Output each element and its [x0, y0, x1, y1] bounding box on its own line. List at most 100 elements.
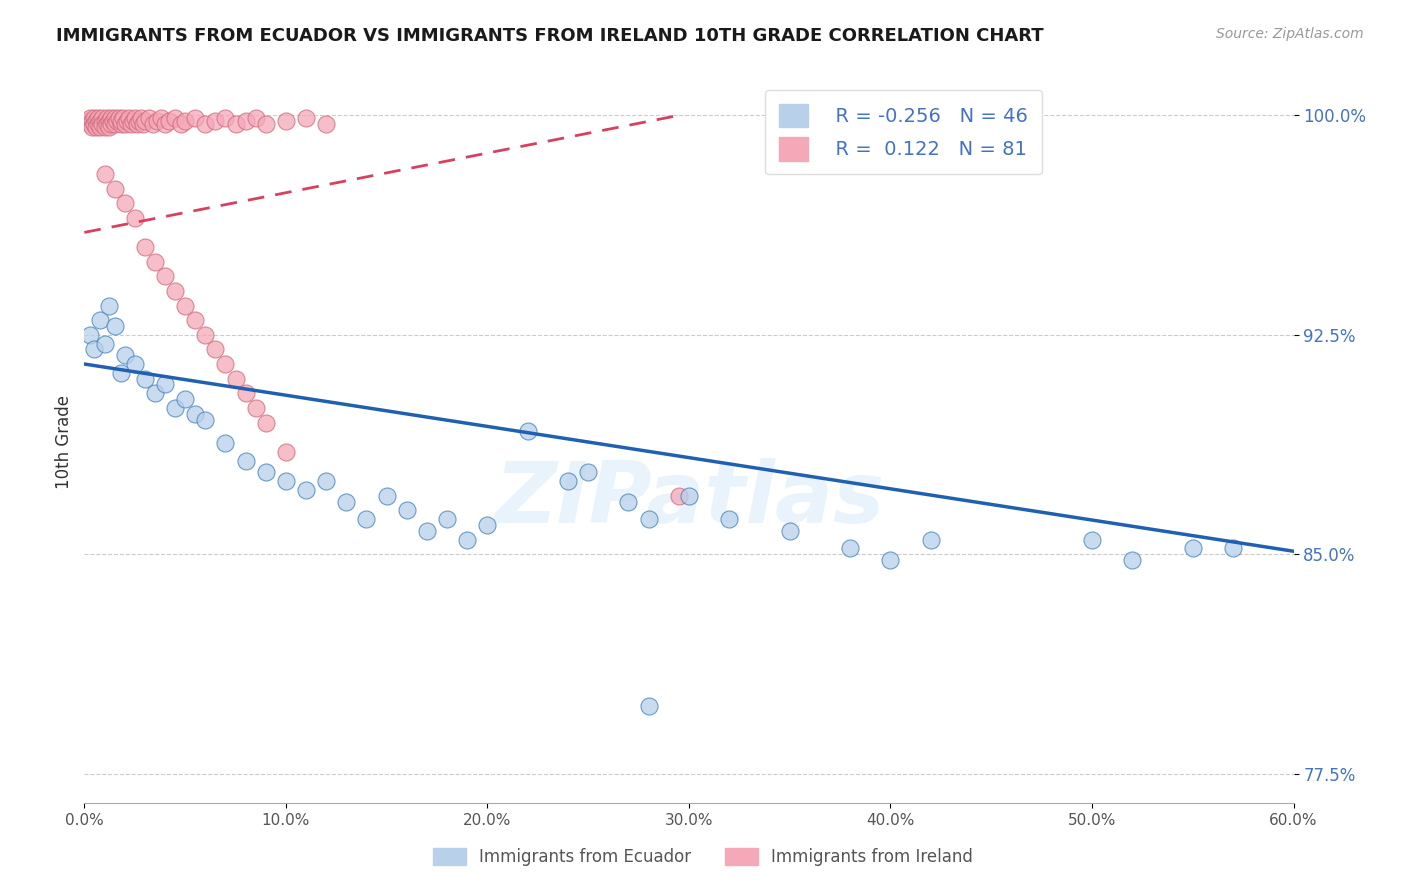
Legend:   R = -0.256   N = 46,   R =  0.122   N = 81: R = -0.256 N = 46, R = 0.122 N = 81: [765, 90, 1042, 175]
Point: [86, 114, 108, 128]
Point: [225, 117, 247, 131]
Point: [104, 181, 127, 195]
Point: [134, 240, 156, 254]
Point: [79, 117, 101, 131]
Point: [93, 167, 115, 181]
Point: [315, 117, 337, 131]
Point: [114, 348, 136, 362]
Point: [839, 541, 862, 556]
Text: ZIPatlas: ZIPatlas: [494, 458, 884, 541]
Point: [194, 117, 217, 131]
Point: [184, 313, 207, 327]
Point: [668, 489, 690, 503]
Point: [93, 114, 115, 128]
Point: [235, 453, 257, 467]
Point: [128, 114, 150, 128]
Point: [115, 114, 138, 128]
Point: [295, 483, 318, 497]
Point: [111, 112, 134, 126]
Point: [718, 512, 741, 526]
Point: [335, 494, 357, 508]
Point: [124, 112, 146, 126]
Point: [779, 524, 801, 538]
Point: [79, 112, 101, 126]
Point: [477, 517, 499, 532]
Point: [146, 114, 169, 128]
Point: [153, 377, 176, 392]
Point: [254, 117, 277, 131]
Point: [214, 436, 236, 450]
Point: [114, 117, 136, 131]
Point: [879, 553, 901, 567]
Point: [97, 120, 120, 134]
Point: [576, 465, 599, 479]
Point: [91, 117, 114, 131]
Point: [516, 425, 538, 439]
Point: [93, 120, 115, 134]
Point: [120, 117, 142, 131]
Point: [416, 524, 439, 538]
Point: [245, 112, 267, 126]
Point: [170, 117, 193, 131]
Point: [214, 357, 236, 371]
Point: [274, 444, 297, 458]
Point: [184, 407, 207, 421]
Point: [165, 112, 187, 126]
Point: [274, 474, 297, 488]
Point: [104, 117, 127, 131]
Point: [678, 489, 700, 503]
Point: [110, 114, 132, 128]
Point: [375, 489, 398, 503]
Point: [100, 112, 122, 126]
Point: [89, 114, 111, 128]
Point: [204, 343, 226, 357]
Point: [637, 699, 659, 714]
Point: [254, 416, 277, 430]
Point: [637, 512, 659, 526]
Point: [157, 114, 180, 128]
Point: [129, 112, 152, 126]
Point: [274, 114, 297, 128]
Point: [77, 114, 100, 128]
Point: [214, 112, 236, 126]
Point: [557, 474, 579, 488]
Point: [82, 114, 104, 128]
Y-axis label: 10th Grade: 10th Grade: [55, 394, 73, 489]
Text: Source: ZipAtlas.com: Source: ZipAtlas.com: [1216, 27, 1364, 41]
Point: [100, 117, 122, 131]
Point: [121, 114, 143, 128]
Point: [83, 343, 105, 357]
Point: [315, 474, 337, 488]
Point: [104, 318, 127, 333]
Point: [134, 114, 156, 128]
Point: [436, 512, 458, 526]
Point: [456, 533, 478, 547]
Point: [356, 512, 378, 526]
Point: [134, 371, 156, 385]
Point: [83, 117, 105, 131]
Point: [107, 112, 129, 126]
Point: [165, 284, 187, 298]
Point: [93, 336, 115, 351]
Point: [254, 465, 277, 479]
Point: [149, 112, 172, 126]
Point: [194, 327, 217, 342]
Point: [194, 412, 217, 426]
Point: [153, 269, 176, 284]
Point: [114, 196, 136, 211]
Point: [235, 386, 257, 401]
Point: [617, 494, 640, 508]
Point: [132, 117, 155, 131]
Point: [153, 117, 176, 131]
Point: [124, 357, 146, 371]
Point: [920, 533, 942, 547]
Point: [143, 386, 166, 401]
Point: [87, 112, 110, 126]
Point: [1181, 541, 1204, 556]
Point: [295, 112, 318, 126]
Point: [96, 112, 118, 126]
Point: [87, 117, 110, 131]
Point: [1222, 541, 1244, 556]
Point: [174, 114, 197, 128]
Point: [204, 114, 226, 128]
